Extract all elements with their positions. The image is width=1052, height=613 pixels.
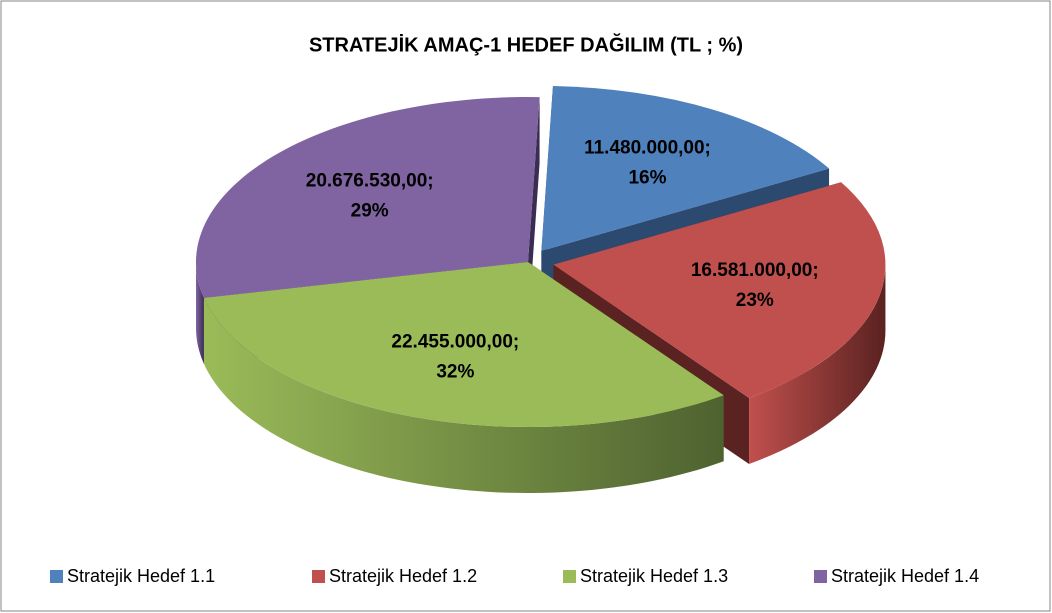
legend-label: Stratejik Hedef 1.2 <box>329 566 477 586</box>
slice-side <box>203 297 724 493</box>
slice <box>203 262 724 427</box>
data-label: 22.455.000,00; <box>391 332 519 353</box>
slice <box>553 182 886 398</box>
data-label: 32% <box>436 362 474 383</box>
data-label: 20.676.530,00; <box>306 171 434 192</box>
legend-swatch <box>50 570 63 583</box>
legend-swatch <box>312 570 325 583</box>
slice-side <box>196 262 204 364</box>
chart-title: STRATEJİK AMAÇ-1 HEDEF DAĞILIM (TL ; %) <box>309 32 743 56</box>
legend-swatch <box>814 570 827 583</box>
legend-swatch <box>563 570 576 583</box>
legend-label: Stratejik Hedef 1.3 <box>580 566 728 586</box>
slice <box>196 97 540 298</box>
legend-label: Stratejik Hedef 1.4 <box>831 566 979 586</box>
slice-side <box>749 264 886 464</box>
slice <box>541 86 830 251</box>
data-label: 11.480.000,00; <box>584 137 711 158</box>
data-label: 16% <box>628 167 666 188</box>
data-label: 16.581.000,00; <box>691 260 819 281</box>
data-label: 29% <box>351 201 389 222</box>
legend-label: Stratejik Hedef 1.1 <box>67 566 215 586</box>
data-label: 23% <box>736 290 774 311</box>
